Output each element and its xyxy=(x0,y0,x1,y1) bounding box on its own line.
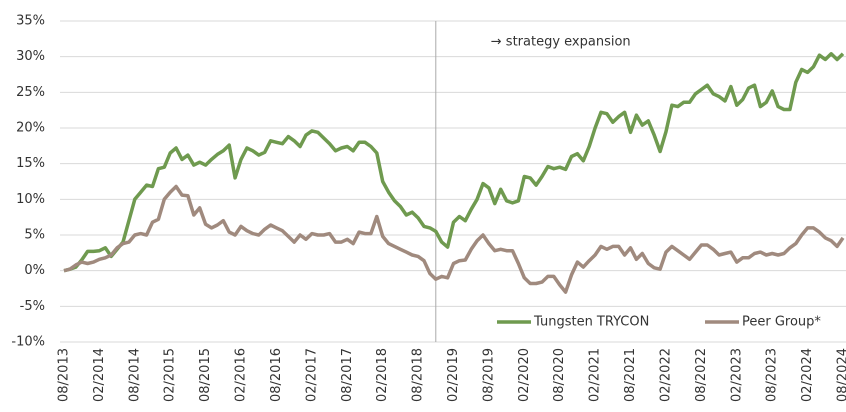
legend-label: Tungsten TRYCON xyxy=(533,315,649,330)
series-line xyxy=(63,184,845,294)
plot-area xyxy=(63,52,845,294)
x-tick-label: 08/2016 xyxy=(269,348,284,402)
x-tick-label: 02/2017 xyxy=(304,348,319,402)
x-tick-label: 08/2013 xyxy=(57,348,72,402)
x-tick-label: 08/2024 xyxy=(836,348,846,402)
x-tick-label: 02/2014 xyxy=(92,348,107,402)
x-tick-label: 08/2020 xyxy=(552,348,567,402)
y-tick-label: 25% xyxy=(16,85,45,100)
x-tick-label: 02/2022 xyxy=(658,348,673,402)
x-tick-label: 08/2019 xyxy=(481,348,496,402)
x-tick-label: 02/2018 xyxy=(375,348,390,402)
x-tick-label: 08/2022 xyxy=(694,348,709,402)
x-tick-label: 02/2015 xyxy=(163,348,178,402)
y-tick-label: 5% xyxy=(24,228,45,243)
x-tick-label: 02/2020 xyxy=(517,348,532,402)
y-tick-label: 35% xyxy=(16,14,45,29)
annotation: → strategy expansion xyxy=(491,35,631,50)
y-tick-label: 30% xyxy=(16,49,45,64)
y-tick-label: 20% xyxy=(16,121,45,136)
y-tick-label: 10% xyxy=(16,192,45,207)
series-line xyxy=(63,52,845,273)
x-tick-label: 08/2021 xyxy=(623,348,638,402)
x-tick-label: 02/2023 xyxy=(729,348,744,402)
x-tick-label: 08/2015 xyxy=(198,348,213,402)
x-tick-label: 02/2021 xyxy=(588,348,603,402)
x-tick-label: 08/2014 xyxy=(127,348,142,402)
x-tick-label: 08/2023 xyxy=(765,348,780,402)
x-tick-label: 08/2017 xyxy=(340,348,355,402)
legend-label: Peer Group* xyxy=(742,315,821,330)
x-tick-label: 02/2019 xyxy=(446,348,461,402)
y-tick-label: -5% xyxy=(20,299,45,314)
y-tick-label: 0% xyxy=(24,263,45,278)
x-tick-label: 02/2024 xyxy=(800,348,815,402)
x-tick-label: 08/2018 xyxy=(411,348,426,402)
y-tick-label: -10% xyxy=(11,335,45,350)
y-tick-label: 15% xyxy=(16,156,45,171)
x-tick-label: 02/2016 xyxy=(234,348,249,402)
